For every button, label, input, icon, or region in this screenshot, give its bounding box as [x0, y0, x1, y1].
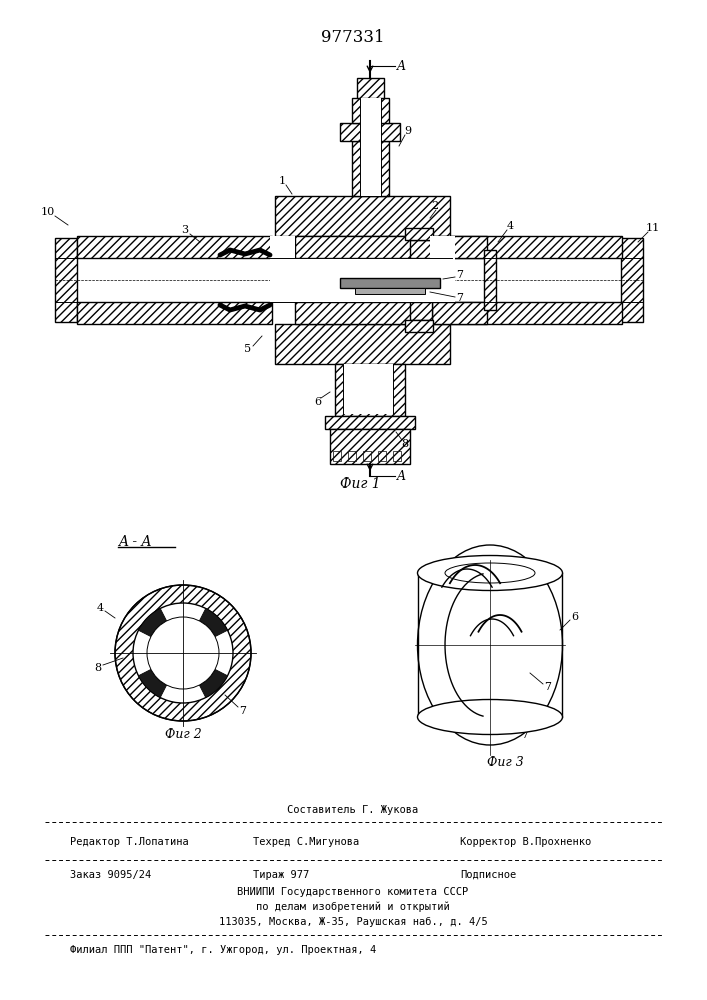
- Text: 7: 7: [544, 682, 551, 692]
- Text: A - A: A - A: [118, 535, 151, 549]
- Ellipse shape: [418, 700, 563, 734]
- Bar: [343, 364, 393, 414]
- Text: по делам изобретений и открытий: по делам изобретений и открытий: [256, 902, 450, 912]
- Bar: [340, 278, 440, 288]
- Text: 5: 5: [245, 344, 252, 354]
- Bar: [77, 302, 272, 324]
- Bar: [77, 236, 272, 258]
- Bar: [378, 451, 386, 461]
- Text: 6: 6: [315, 397, 322, 407]
- Text: 6: 6: [571, 612, 578, 622]
- Text: 7: 7: [522, 730, 529, 740]
- Text: Редактор Т.Лопатина: Редактор Т.Лопатина: [70, 837, 189, 847]
- Text: A: A: [397, 60, 406, 73]
- Wedge shape: [199, 608, 228, 637]
- Ellipse shape: [418, 556, 563, 590]
- Text: Заказ 9095/24: Заказ 9095/24: [70, 870, 151, 880]
- Text: 1: 1: [279, 176, 286, 186]
- Text: 2: 2: [431, 201, 438, 211]
- Bar: [352, 141, 389, 196]
- Bar: [55, 238, 77, 322]
- Bar: [340, 123, 400, 141]
- Bar: [348, 451, 356, 461]
- Text: 977331: 977331: [321, 28, 385, 45]
- Wedge shape: [139, 608, 167, 637]
- Bar: [275, 196, 450, 236]
- Bar: [410, 302, 432, 320]
- Text: Тираж 977: Тираж 977: [253, 870, 309, 880]
- Text: 4: 4: [96, 603, 103, 613]
- Bar: [430, 236, 455, 258]
- Text: 8: 8: [95, 663, 102, 673]
- Bar: [275, 324, 450, 364]
- Text: 10: 10: [41, 207, 55, 217]
- Text: Фиг 1: Фиг 1: [339, 477, 380, 491]
- Text: 11: 11: [646, 223, 660, 233]
- Bar: [295, 302, 430, 324]
- Text: Техред С.Мигунова: Техред С.Мигунова: [253, 837, 359, 847]
- Bar: [432, 236, 487, 258]
- Text: 7: 7: [457, 293, 464, 303]
- Circle shape: [147, 617, 219, 689]
- Circle shape: [133, 603, 233, 703]
- Bar: [357, 78, 384, 98]
- Bar: [621, 238, 643, 322]
- Text: 9: 9: [404, 126, 411, 136]
- Wedge shape: [199, 669, 228, 698]
- Ellipse shape: [418, 545, 563, 745]
- Text: ВНИИПИ Государственного комитета СССР: ВНИИПИ Государственного комитета СССР: [238, 887, 469, 897]
- Text: 3: 3: [182, 225, 189, 235]
- Bar: [405, 320, 433, 332]
- Bar: [333, 451, 341, 461]
- Bar: [295, 236, 430, 258]
- Ellipse shape: [445, 563, 535, 583]
- Bar: [410, 240, 432, 258]
- Text: 7: 7: [457, 270, 464, 280]
- Bar: [360, 98, 381, 196]
- Text: Филиал ППП "Патент", г. Ужгород, ул. Проектная, 4: Филиал ППП "Патент", г. Ужгород, ул. Про…: [70, 945, 376, 955]
- Bar: [270, 236, 295, 258]
- Bar: [393, 451, 401, 461]
- Text: 113035, Москва, Ж-35, Раушская наб., д. 4/5: 113035, Москва, Ж-35, Раушская наб., д. …: [218, 917, 487, 927]
- Text: Корректор В.Прохненко: Корректор В.Прохненко: [460, 837, 591, 847]
- Bar: [363, 451, 371, 461]
- Bar: [432, 302, 487, 324]
- Wedge shape: [139, 669, 167, 698]
- Bar: [355, 288, 425, 294]
- Bar: [335, 364, 405, 416]
- Text: Фиг 3: Фиг 3: [486, 756, 523, 770]
- Bar: [484, 250, 496, 310]
- Bar: [405, 228, 433, 240]
- Text: 4: 4: [506, 221, 513, 231]
- Bar: [432, 302, 622, 324]
- Text: Составитель Г. Жукова: Составитель Г. Жукова: [287, 805, 419, 815]
- Bar: [352, 98, 389, 123]
- Bar: [270, 258, 455, 302]
- Bar: [325, 416, 415, 429]
- Text: 7: 7: [240, 706, 247, 716]
- Text: Подписное: Подписное: [460, 870, 516, 880]
- Text: A: A: [397, 470, 406, 483]
- Bar: [330, 429, 410, 464]
- Text: Фиг 2: Фиг 2: [165, 728, 201, 742]
- Bar: [432, 236, 622, 258]
- Text: 8: 8: [402, 439, 409, 449]
